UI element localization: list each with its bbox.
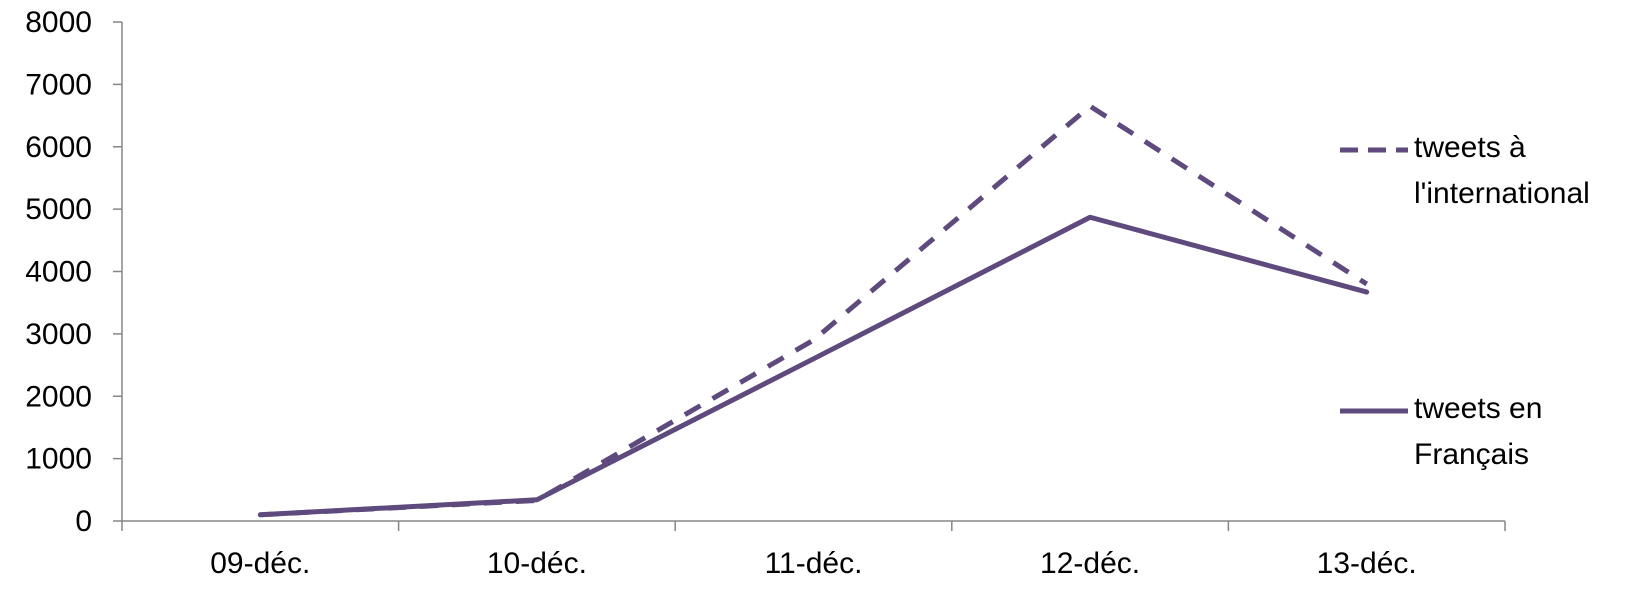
- y-tick-label: 4000: [25, 256, 92, 289]
- y-tick-label: 7000: [25, 68, 92, 101]
- y-tick-label: 5000: [25, 193, 92, 226]
- axes: [113, 22, 1505, 531]
- legend: tweets à l'international tweets en Français: [1340, 131, 1590, 471]
- x-tick-label: 13-déc.: [1317, 547, 1417, 580]
- legend-label-line: tweets en: [1414, 392, 1542, 425]
- y-tick-label: 1000: [25, 443, 92, 476]
- series-lines: [260, 106, 1367, 515]
- y-tick-label: 2000: [25, 380, 92, 413]
- legend-label-series-1: tweets à l'international: [1414, 131, 1590, 210]
- y-tick-label: 8000: [25, 6, 92, 39]
- legend-label-series-2: tweets en Français: [1414, 392, 1542, 471]
- series-line-1: [260, 106, 1366, 515]
- legend-label-line: Français: [1414, 438, 1529, 471]
- y-tick-label: 0: [75, 505, 92, 538]
- x-tick-label: 10-déc.: [487, 547, 587, 580]
- x-tick-label: 12-déc.: [1040, 547, 1140, 580]
- legend-label-line: l'international: [1414, 177, 1590, 210]
- y-tick-label: 3000: [25, 318, 92, 351]
- x-tick-label: 09-déc.: [210, 547, 310, 580]
- y-tick-label: 6000: [25, 131, 92, 164]
- legend-label-line: tweets à: [1414, 131, 1526, 164]
- y-axis-tick-labels: 0 1000 2000 3000 4000 5000 6000 7000 8000: [25, 6, 92, 538]
- x-tick-label: 11-déc.: [765, 547, 863, 580]
- series-line-2: [260, 217, 1366, 515]
- x-axis-tick-labels: 09-déc. 10-déc. 11-déc. 12-déc. 13-déc.: [210, 547, 1416, 580]
